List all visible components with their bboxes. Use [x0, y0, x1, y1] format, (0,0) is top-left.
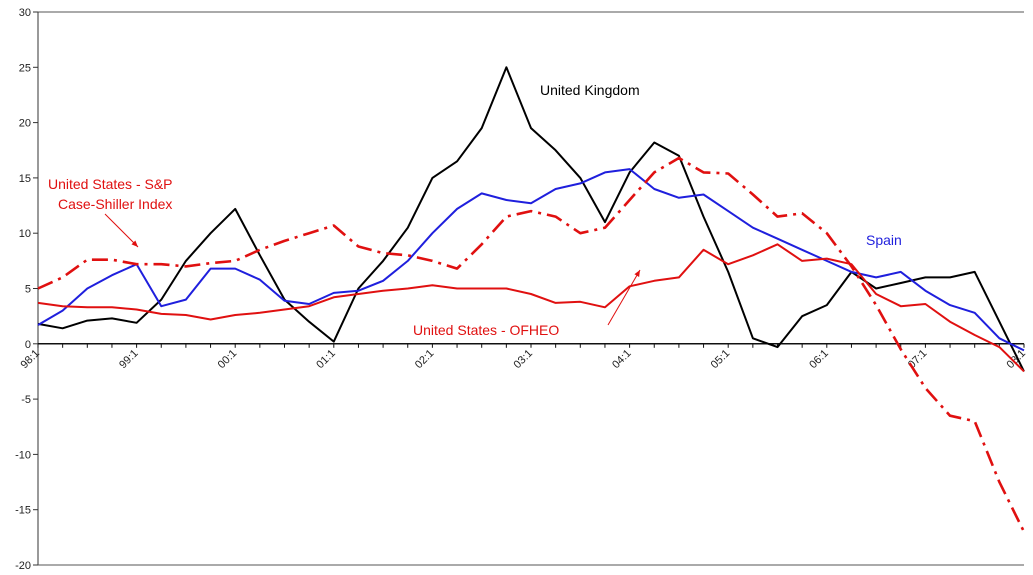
- label-us-ofheo: United States - OFHEO: [413, 322, 559, 338]
- label-spain: Spain: [866, 232, 902, 248]
- y-tick-label: -15: [15, 505, 31, 517]
- x-tick-label: 01:1: [314, 347, 338, 371]
- annotation-layer: United Kingdom United States - S&P Case-Sh…: [48, 82, 902, 338]
- case-shiller-leader-arrow-head: [131, 240, 138, 247]
- x-tick-label: 06:1: [807, 347, 831, 371]
- y-tick-label: 15: [19, 173, 31, 185]
- y-tick-label: 0: [25, 339, 31, 351]
- ofheo-leader-arrow: [607, 269, 641, 326]
- y-tick-label: 25: [19, 62, 31, 74]
- x-tick-label: 07:1: [906, 347, 930, 371]
- x-tick-label: 04:1: [610, 347, 634, 371]
- label-united-kingdom: United Kingdom: [540, 82, 640, 98]
- ofheo-leader-arrow-head: [634, 270, 640, 277]
- case-shiller-leader-arrow: [104, 213, 139, 248]
- y-axis: 30 25 20 15 10 5 0 -5 -10 -15 -20: [15, 7, 38, 572]
- series-layer: [37, 66, 1026, 533]
- y-tick-label: 30: [19, 7, 31, 19]
- x-axis: 98:1 99:1 00:1 01:1 02:1 03:1 04:1 05:1 06:1 07:1…: [18, 343, 1028, 371]
- x-tick-label: 98:1: [18, 347, 42, 371]
- y-tick-label: -10: [15, 449, 31, 461]
- y-tick-label: 20: [19, 118, 31, 130]
- x-tick-label: 02:1: [413, 347, 437, 371]
- x-tick-label: 99:1: [117, 347, 141, 371]
- x-tick-label: 00:1: [216, 347, 240, 371]
- y-tick-label: 10: [19, 228, 31, 240]
- x-tick-label: 08:1: [1004, 347, 1028, 371]
- y-tick-label: -5: [21, 394, 31, 406]
- series-line-3: [37, 243, 1025, 373]
- x-tick-label: 05:1: [709, 347, 733, 371]
- y-tick-label: -20: [15, 560, 31, 572]
- label-us-case-shiller-line2: Case-Shiller Index: [58, 196, 172, 212]
- x-tick-label: 03:1: [511, 347, 535, 371]
- label-us-case-shiller-line1: United States - S&P: [48, 176, 173, 192]
- series-line-2: [37, 156, 1026, 533]
- y-tick-label: 5: [25, 284, 31, 296]
